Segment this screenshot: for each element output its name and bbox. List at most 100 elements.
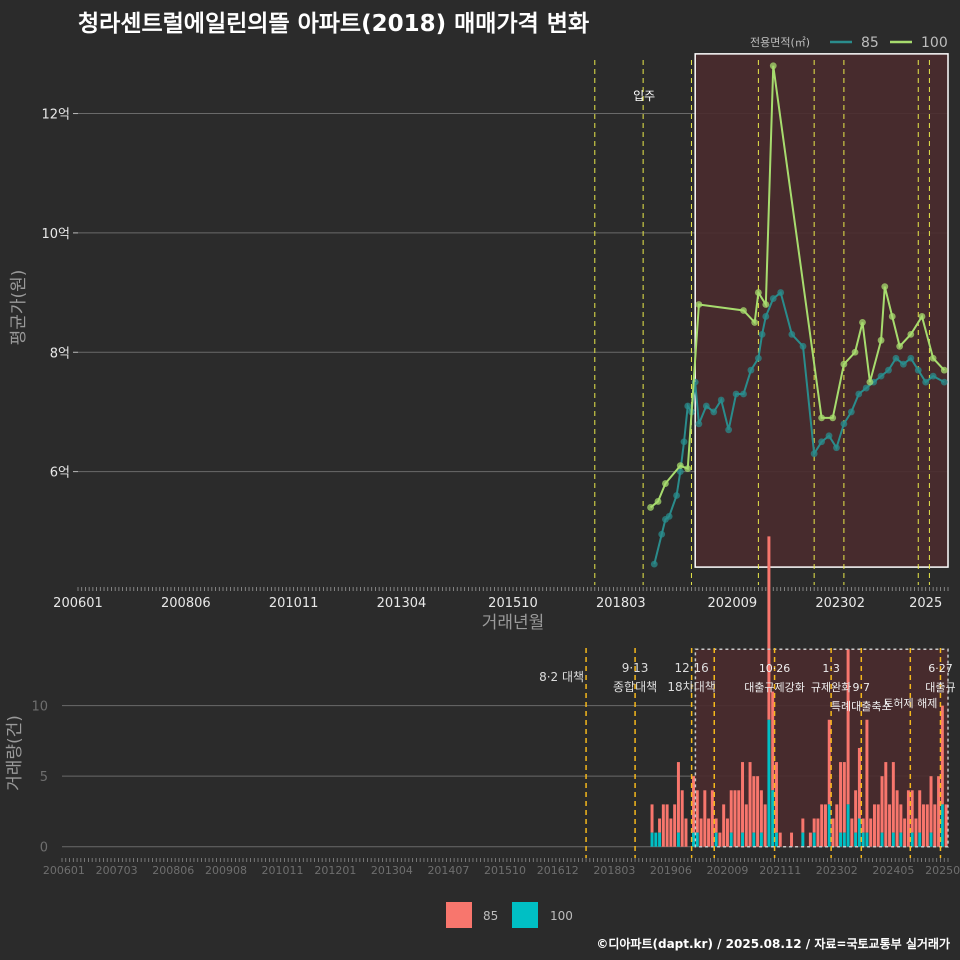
bar-100	[759, 832, 763, 847]
x-tick-label: 200601	[53, 596, 103, 611]
bar-85	[692, 776, 695, 833]
bar-100	[741, 832, 745, 847]
data-point-85	[769, 295, 777, 302]
bar-85	[895, 790, 899, 847]
bar-85	[910, 790, 914, 833]
x-tick-label: 200908	[205, 864, 247, 877]
data-point-85	[922, 378, 930, 386]
data-point-85	[676, 468, 684, 476]
bar-85	[827, 719, 831, 805]
data-point-85	[777, 289, 785, 296]
bar-100	[695, 832, 699, 847]
policy-label: 규제완화	[811, 681, 851, 694]
x-tick-label: 202507	[925, 864, 960, 877]
data-point-100	[769, 62, 777, 70]
bar-85	[684, 818, 688, 847]
bar-85	[722, 804, 726, 847]
bar-85	[872, 804, 876, 847]
bar-85	[771, 691, 775, 791]
bar-85	[729, 790, 733, 833]
policy-label: 토허제 해제	[883, 696, 937, 710]
bar-85	[922, 804, 925, 847]
y-tick-label: 10	[31, 700, 48, 715]
x-tick-label: 200703	[96, 864, 138, 877]
bar-85	[918, 790, 922, 833]
bar-85	[933, 804, 937, 847]
policy-label: 18차대책	[667, 679, 715, 694]
policy-label: 9·7	[853, 681, 871, 694]
x-tick-label: 200806	[152, 864, 194, 877]
bar-100	[846, 804, 850, 847]
data-point-85	[855, 390, 863, 398]
bar-100	[910, 832, 914, 847]
x-tick-label: 201510	[484, 864, 526, 877]
bar-100	[801, 832, 805, 847]
bar-100	[771, 790, 775, 847]
bar-100	[654, 832, 658, 847]
data-point-100	[859, 319, 866, 326]
policy-label: 대출규	[925, 681, 955, 694]
x-tick-label: 201304	[371, 864, 413, 877]
x-tick-label: 201510	[488, 596, 538, 611]
y-tick-label: 0	[40, 841, 48, 856]
bar-100	[891, 832, 895, 847]
x-tick-label: 201304	[377, 596, 427, 611]
bar-100	[842, 832, 846, 847]
data-point-85	[650, 560, 658, 568]
data-point-85	[684, 402, 692, 410]
bar-85	[673, 804, 677, 847]
data-point-85	[818, 438, 825, 446]
bar-85	[680, 790, 684, 847]
bar-100	[692, 832, 695, 847]
policy-label: 12·16	[674, 661, 708, 675]
x-tick-label: 202302	[816, 864, 858, 877]
data-point-85	[717, 396, 725, 404]
bar-85	[888, 804, 892, 847]
x-tick-label: 202405	[872, 864, 914, 877]
data-point-85	[758, 330, 766, 338]
bar-85	[857, 747, 861, 819]
bar-85	[865, 719, 869, 833]
bar-85	[880, 776, 884, 833]
bar-85	[665, 804, 669, 847]
bar-85	[714, 818, 718, 833]
policy-label: 1·3	[822, 662, 840, 675]
data-point-100	[684, 465, 692, 473]
bar-85	[940, 705, 944, 805]
bar-85	[661, 804, 665, 847]
bar-85	[903, 818, 907, 847]
data-point-100	[740, 307, 747, 314]
data-point-100	[929, 354, 937, 362]
bar-85	[733, 790, 737, 847]
annotation-label: 입주	[633, 89, 655, 103]
data-point-100	[762, 301, 770, 308]
bar-85	[884, 762, 888, 847]
data-point-85	[892, 354, 900, 362]
data-point-85	[695, 420, 703, 428]
data-point-100	[695, 301, 703, 308]
legend-label-85: 85	[483, 909, 498, 923]
bar-100	[861, 832, 865, 847]
data-point-100	[940, 366, 948, 374]
data-point-85	[665, 512, 673, 520]
y-tick-label: 5	[40, 770, 48, 785]
policy-label: 6·27	[928, 662, 953, 675]
bar-85	[669, 818, 673, 847]
bar-85	[944, 804, 948, 847]
policy-label: 9·13	[622, 661, 649, 675]
data-point-85	[914, 366, 922, 374]
y-tick-label: 12억	[41, 108, 70, 123]
data-point-100	[654, 498, 662, 505]
bar-85	[778, 832, 782, 847]
highlight-border	[694, 648, 949, 848]
y-tick-label: 6억	[50, 466, 70, 481]
bar-85	[914, 818, 918, 847]
data-point-85	[658, 530, 666, 538]
legend-title: 전용면적(㎡)	[750, 36, 810, 49]
bar-100	[729, 832, 733, 847]
bar-100	[865, 832, 869, 847]
bar-85	[854, 790, 858, 833]
data-point-85	[885, 366, 892, 374]
volume-chart: 0 5 10 8·2 대책 9·13 종합대책 12·16 18차대책 10·26 대출규제강화 1…	[5, 536, 960, 877]
